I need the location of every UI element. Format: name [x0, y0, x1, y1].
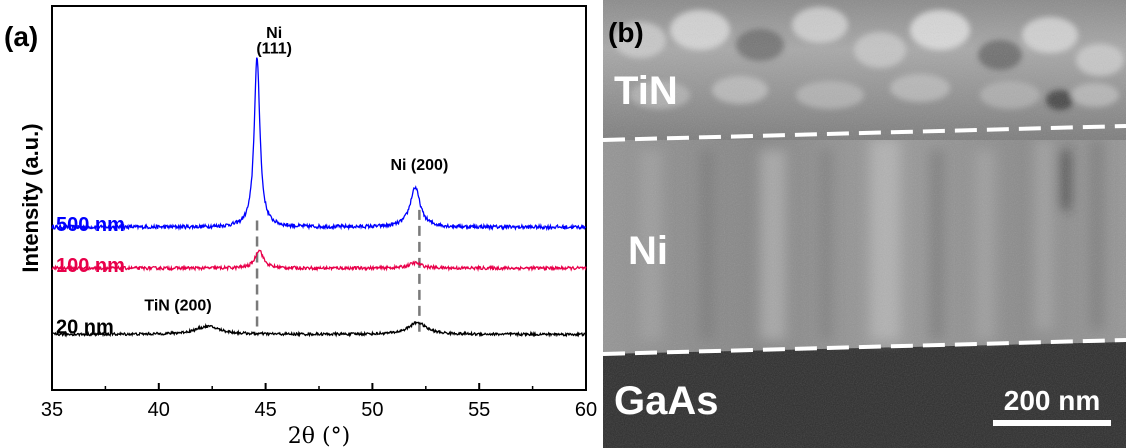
peak-annotation: Ni (200) [390, 157, 448, 174]
xrd-panel: (a) 35 40 45 50 55 60 2θ (°) Intensity (a.u.)… [4, 5, 597, 448]
x-tick-label: 60 [575, 399, 597, 421]
series-label: 20 nm [56, 316, 114, 338]
layer-label-gaas: GaAs [614, 379, 719, 423]
panel-a-label: (a) [4, 21, 38, 52]
panel-b-label: (b) [608, 17, 644, 48]
x-tick-label: 35 [41, 399, 63, 421]
scale-bar [993, 420, 1111, 426]
ni-gaas-interface-line [603, 338, 1126, 356]
series-label: 100 nm [56, 255, 125, 277]
layer-label-tin: TiN [614, 69, 678, 113]
sem-noise-overlay [603, 0, 1126, 448]
peak-annotations: Ni(111) Ni (200) TiN (200) [144, 25, 448, 315]
series-line-100-nm [51, 249, 587, 272]
peak-annotation: (111) [256, 41, 292, 58]
x-tick-label: 55 [468, 399, 490, 421]
peak-annotation: Ni [266, 25, 282, 42]
series-line-20-nm [51, 320, 587, 338]
x-tick-label: 45 [254, 399, 276, 421]
tin-ni-interface-line [603, 124, 1126, 142]
x-axis-label: 2θ (°) [288, 424, 350, 448]
series-label: 500 nm [56, 214, 125, 236]
y-axis-label: Intensity (a.u.) [18, 123, 43, 272]
series-labels: 500 nm 100 nm 20 nm [56, 214, 125, 338]
series-line-500-nm [51, 57, 587, 232]
series-lines [51, 57, 587, 338]
reference-lines [255, 209, 421, 332]
peak-annotation: TiN (200) [144, 298, 211, 315]
x-tick-label: 40 [148, 399, 170, 421]
x-tick-label: 50 [361, 399, 383, 421]
sem-panel: TiN Ni GaAs 200 nm (b) [603, 0, 1126, 448]
x-axis-ticks [51, 383, 587, 390]
layer-label-ni: Ni [628, 229, 668, 273]
scale-bar-label: 200 nm [1004, 385, 1101, 416]
x-axis-tick-labels: 35 40 45 50 55 60 [41, 399, 597, 421]
